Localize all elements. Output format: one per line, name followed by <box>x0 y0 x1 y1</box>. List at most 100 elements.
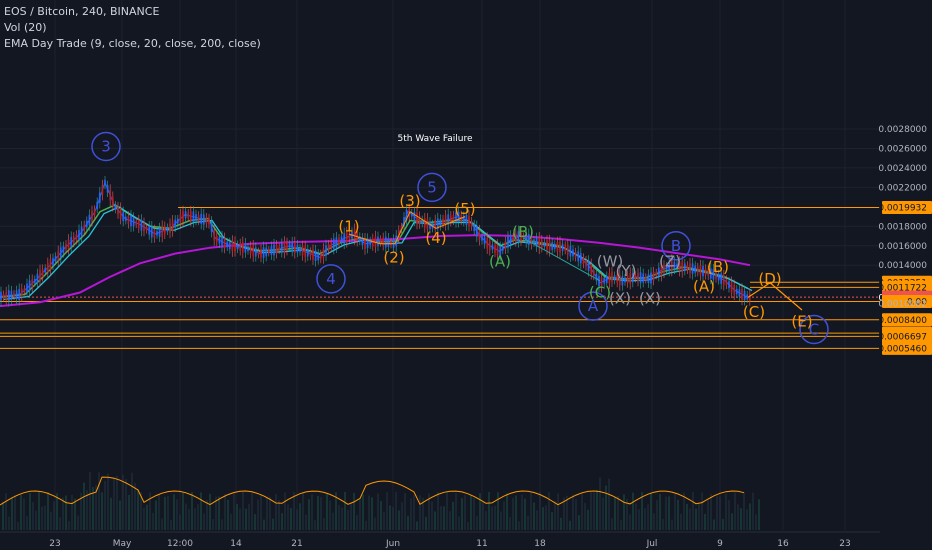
candle-body <box>296 244 299 253</box>
candle-body <box>559 241 561 253</box>
price-axis[interactable]: 0.0028000 0.0026000 0.0024000 0.0022000 0.00… <box>878 0 932 550</box>
volume-bar <box>104 480 106 530</box>
volume-bar <box>470 495 472 530</box>
candle-body <box>278 246 281 251</box>
candle-body <box>512 236 515 241</box>
price-label-text: 0.0010082 <box>878 300 927 310</box>
candle-body <box>566 244 569 255</box>
volume-bar <box>506 493 508 530</box>
candle-body <box>595 273 598 281</box>
volume-bar <box>110 497 112 530</box>
wave-label: (A) <box>693 278 715 296</box>
volume-bar <box>485 510 487 530</box>
volume-bar <box>17 521 19 530</box>
volume-bar <box>23 498 25 530</box>
candle-body <box>642 273 645 283</box>
volume-bar <box>140 492 142 530</box>
volume-bar <box>461 498 463 530</box>
volume-bar <box>635 503 637 530</box>
candle-body <box>88 214 91 226</box>
candle-body <box>462 215 465 223</box>
volume-bar <box>404 492 406 530</box>
volume-bar <box>575 498 577 530</box>
price-tick-label: 0.0014000 <box>878 261 927 271</box>
ema-indicator-label[interactable]: EMA Day Trade (9, close, 20, close, 200,… <box>4 37 261 50</box>
volume-bar <box>47 492 49 530</box>
price-label-text: 0.0006697 <box>878 333 927 343</box>
candle-body <box>655 272 658 276</box>
volume-bar <box>116 475 118 530</box>
volume-bar <box>632 492 634 530</box>
volume-bar <box>167 496 169 530</box>
volume-bar <box>218 496 220 530</box>
volume-bar <box>437 492 439 530</box>
candle-body <box>548 240 551 252</box>
time-tick-label: 21 <box>291 539 302 549</box>
candle-body <box>730 281 733 293</box>
candle-body <box>20 288 23 298</box>
candle-body <box>91 211 93 222</box>
candle-body <box>540 239 543 248</box>
volume-bar <box>614 496 616 530</box>
volume-bar <box>725 493 727 530</box>
volume-histogram <box>0 472 760 530</box>
volume-bar <box>413 494 415 530</box>
volume-bar <box>476 516 478 530</box>
candle-body <box>114 204 117 210</box>
candle-body <box>478 230 481 241</box>
volume-bar <box>629 514 631 530</box>
price-label-text: 0.0019932 <box>878 204 927 214</box>
volume-bar <box>386 492 388 530</box>
candle-body <box>538 237 541 249</box>
volume-bar <box>563 497 565 530</box>
candle-body <box>546 240 548 250</box>
candle-body <box>475 226 478 237</box>
candle-body <box>488 240 491 251</box>
volume-bar <box>533 502 535 530</box>
candle-body <box>171 220 174 232</box>
volume-bar <box>113 477 115 530</box>
candle-body <box>122 211 125 222</box>
volume-bar <box>326 493 328 530</box>
time-tick-label: 16 <box>777 539 789 549</box>
candle-body <box>132 217 135 227</box>
volume-bar <box>308 499 310 530</box>
volume-bar <box>605 485 607 530</box>
candle-body <box>215 235 218 242</box>
volume-bar <box>212 519 214 530</box>
candle-body <box>572 249 574 257</box>
time-axis[interactable]: 23 May 12:00 14 21 Jun 11 18 Jul 9 16 23 <box>0 531 932 550</box>
volume-bar <box>557 493 559 530</box>
candle-body <box>218 236 221 244</box>
candle-body <box>46 262 49 273</box>
candle-body <box>140 219 143 231</box>
candle-body <box>530 236 533 245</box>
volume-bar <box>416 521 418 530</box>
volume-bar <box>623 494 625 530</box>
volume-bar <box>587 509 589 530</box>
volume-indicator-label[interactable]: Vol (20) <box>4 21 47 34</box>
candle-body <box>358 236 361 242</box>
candle-body <box>483 236 486 245</box>
candle-body <box>725 279 728 286</box>
volume-bar <box>281 513 283 530</box>
wave-labels: 354BAC(1)(2)(3)(4)(5)(B)(A)(C)(W)(Y)(X)(… <box>91 131 829 345</box>
volume-bar <box>677 499 679 530</box>
candle-body <box>507 236 509 248</box>
candle-body <box>41 268 44 277</box>
price-label-text: 0.0005460 <box>878 345 927 355</box>
candle-body <box>182 211 184 222</box>
candle-body <box>644 276 647 281</box>
volume-bar <box>491 506 493 530</box>
symbol-title[interactable]: EOS / Bitcoin, 240, BINANCE <box>4 5 160 18</box>
volume-bar <box>647 504 649 530</box>
candle-body <box>127 215 130 224</box>
volume-bar <box>710 494 712 530</box>
candle-body <box>447 214 450 225</box>
candle-body <box>166 226 169 232</box>
impulse-wave-line <box>348 210 466 245</box>
candle-body <box>231 240 234 252</box>
volume-bar <box>251 492 253 530</box>
volume-bar <box>722 518 724 530</box>
